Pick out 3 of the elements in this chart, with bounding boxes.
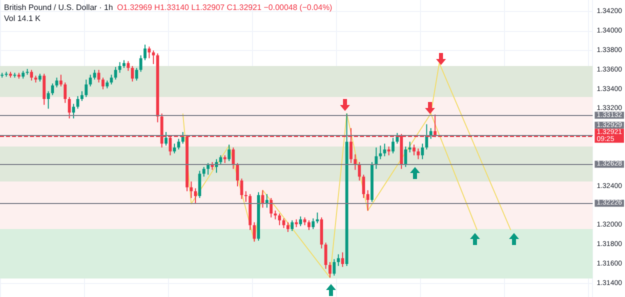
chart-title: British Pound / U.S. Dollar · 1h — [4, 3, 113, 12]
chart-subtitle: O1.32969 H1.33140 L1.32907 C1.32921 −0.00048 (−0.04%) — [116, 3, 332, 12]
annotation: Vol 14.1 K — [4, 13, 42, 24]
